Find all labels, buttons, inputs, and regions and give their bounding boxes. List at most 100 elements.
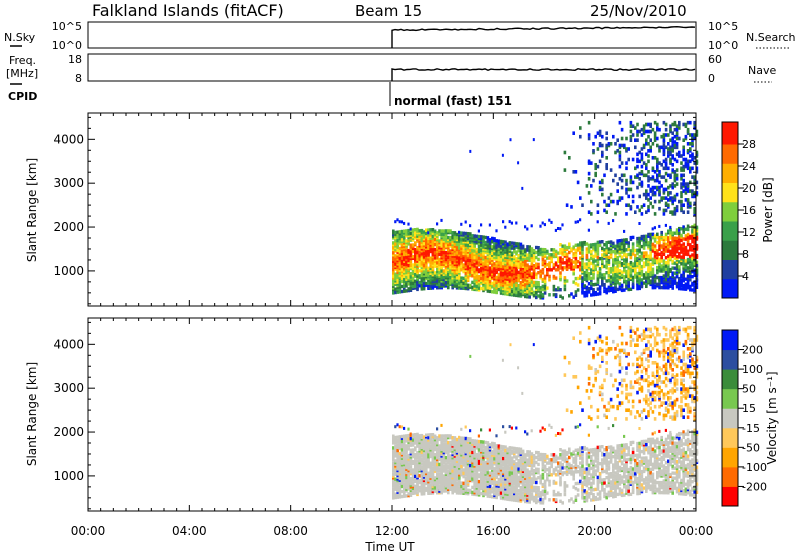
heatmap-cell <box>425 258 428 262</box>
heatmap-cell <box>469 270 472 274</box>
heatmap-cell <box>433 461 437 465</box>
heatmap-cell <box>671 259 674 264</box>
heatmap-cell <box>409 432 412 436</box>
heatmap-cell <box>455 454 459 458</box>
colorbar-swatch <box>722 243 738 247</box>
heatmap-cell <box>629 260 633 265</box>
heatmap-cell <box>682 279 685 283</box>
heatmap-cell <box>493 262 496 266</box>
heatmap-cell <box>418 447 421 451</box>
heatmap-cell <box>603 248 606 252</box>
heatmap-cell <box>466 437 470 441</box>
heatmap-cell <box>590 243 593 247</box>
heatmap-cell <box>442 437 446 441</box>
heatmap-cell <box>627 274 630 278</box>
heatmap-cell <box>557 227 560 230</box>
heatmap-cell <box>605 156 608 160</box>
heatmap-cell <box>605 163 608 167</box>
heatmap-cell <box>662 281 666 285</box>
heatmap-cell <box>466 283 470 287</box>
heatmap-cell <box>689 170 692 174</box>
heatmap-cell <box>651 166 655 171</box>
heatmap-cell <box>438 446 441 450</box>
heatmap-cell <box>603 276 606 280</box>
heatmap-cell <box>466 462 470 466</box>
heatmap-cell <box>420 240 424 244</box>
heatmap-cell <box>396 470 399 474</box>
heatmap-cell <box>447 440 450 445</box>
heatmap-cell <box>636 138 639 142</box>
heatmap-cell <box>629 267 633 271</box>
heatmap-cell <box>473 451 476 455</box>
heatmap-cell <box>664 242 668 247</box>
heatmap-cell <box>407 228 410 233</box>
heatmap-cell <box>469 265 472 269</box>
heatmap-cell <box>420 272 424 276</box>
heatmap-cell <box>636 275 639 279</box>
heatmap-cell <box>438 434 441 438</box>
heatmap-cell <box>623 258 626 262</box>
heatmap-cell <box>678 260 681 264</box>
heatmap-cell <box>678 251 681 256</box>
heatmap-cell <box>686 274 690 278</box>
heatmap-cell <box>612 260 615 264</box>
heatmap-cell <box>546 249 549 254</box>
heatmap-cell <box>466 467 470 471</box>
heatmap-cell <box>493 237 496 241</box>
heatmap-cell <box>693 161 696 165</box>
heatmap-cell <box>403 484 406 488</box>
heatmap-cell <box>660 175 663 179</box>
heatmap-cell <box>653 199 657 204</box>
heatmap-cell <box>405 252 408 256</box>
heatmap-cell <box>473 476 476 480</box>
heatmap-cell <box>440 423 443 427</box>
heatmap-cell <box>436 236 439 240</box>
heatmap-cell <box>673 140 677 144</box>
heatmap-cell <box>451 436 454 440</box>
heatmap-cell <box>537 294 540 298</box>
heatmap-cell <box>574 290 578 294</box>
heatmap-cell <box>627 264 630 268</box>
heatmap-cell <box>405 284 408 288</box>
heatmap-cell <box>422 447 426 451</box>
heatmap-cell <box>398 435 402 439</box>
heatmap-cell <box>669 227 672 232</box>
heatmap-cell <box>627 287 630 292</box>
heatmap-cell <box>662 266 666 270</box>
heatmap-cell <box>647 184 650 188</box>
heatmap-cell <box>554 268 558 272</box>
heatmap-cell <box>469 488 472 493</box>
colorbar-swatch <box>722 229 738 233</box>
heatmap-cell <box>689 248 692 252</box>
heatmap-cell <box>550 253 553 257</box>
heatmap-cell <box>686 261 690 265</box>
heatmap-cell <box>491 236 494 241</box>
heatmap-cell <box>693 268 696 272</box>
heatmap-cell <box>451 267 454 272</box>
heatmap-cell <box>651 276 655 280</box>
heatmap-cell <box>645 259 648 263</box>
heatmap-cell <box>684 191 688 195</box>
colorbar-swatch <box>722 130 738 134</box>
heatmap-cell <box>594 282 597 287</box>
heatmap-cell <box>607 142 611 146</box>
heatmap-cell <box>418 442 421 446</box>
heatmap-cell <box>403 451 406 455</box>
heatmap-cell <box>405 487 408 491</box>
heatmap-cell <box>673 127 677 132</box>
heatmap-cell <box>601 261 604 266</box>
heatmap-cell <box>528 272 531 276</box>
heatmap-cell <box>627 194 630 199</box>
heatmap-cell <box>616 264 619 268</box>
heatmap-cell <box>603 289 606 294</box>
heatmap-cell <box>561 257 564 262</box>
heatmap-cell <box>407 433 410 438</box>
heatmap-cell <box>554 253 558 257</box>
heatmap-cell <box>398 438 402 442</box>
heatmap-cell <box>425 475 428 479</box>
heatmap-cell <box>416 462 419 467</box>
heatmap-cell <box>403 434 406 438</box>
heatmap-cell <box>620 250 624 254</box>
colorbar-swatch <box>722 254 738 258</box>
heatmap-cell <box>471 259 474 263</box>
